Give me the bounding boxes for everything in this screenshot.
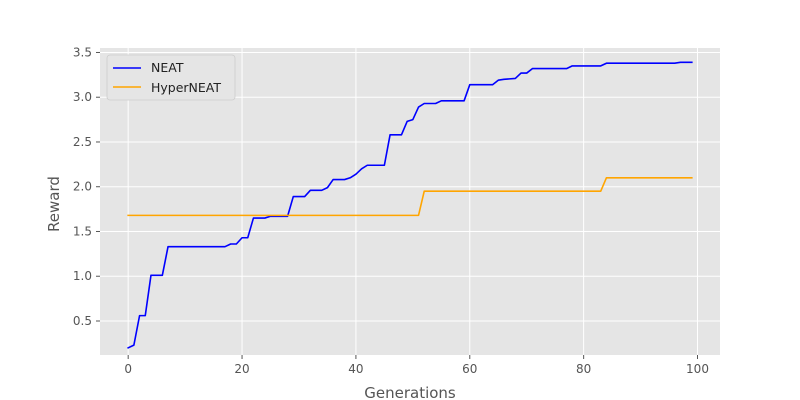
y-axis-label: Reward <box>45 176 63 232</box>
legend-box <box>106 54 236 101</box>
x-tick-label: 80 <box>576 362 591 376</box>
y-tick-label: 2.5 <box>73 135 92 149</box>
x-tick-label: 60 <box>462 362 477 376</box>
y-tick-label: 0.5 <box>73 314 92 328</box>
y-tick-label: 1.5 <box>73 224 92 238</box>
series-line-hyperneat <box>127 176 693 217</box>
grid <box>100 48 720 355</box>
x-axis-label: Generations <box>364 384 456 400</box>
y-tick-label: 2.0 <box>73 180 92 194</box>
y-tick-label: 3.0 <box>73 90 92 104</box>
x-tick-label: 0 <box>124 362 132 376</box>
x-tick-label: 40 <box>348 362 363 376</box>
series-line-neat <box>127 61 693 349</box>
y-tick-label: 1.0 <box>73 269 92 283</box>
series-layer <box>127 61 693 349</box>
legend: NEAT HyperNEAT <box>106 54 236 101</box>
x-tick-label: 100 <box>686 362 709 376</box>
y-tick-label: 3.5 <box>73 45 92 59</box>
x-tick-label: 20 <box>234 362 249 376</box>
legend-label-hyperneat: HyperNEAT <box>151 80 221 95</box>
axis-ticks: 0 20 40 60 80 100 0.5 1.0 1.5 2.0 2.5 3.0 3.5 <box>73 45 709 376</box>
legend-label-neat: NEAT <box>151 60 184 75</box>
